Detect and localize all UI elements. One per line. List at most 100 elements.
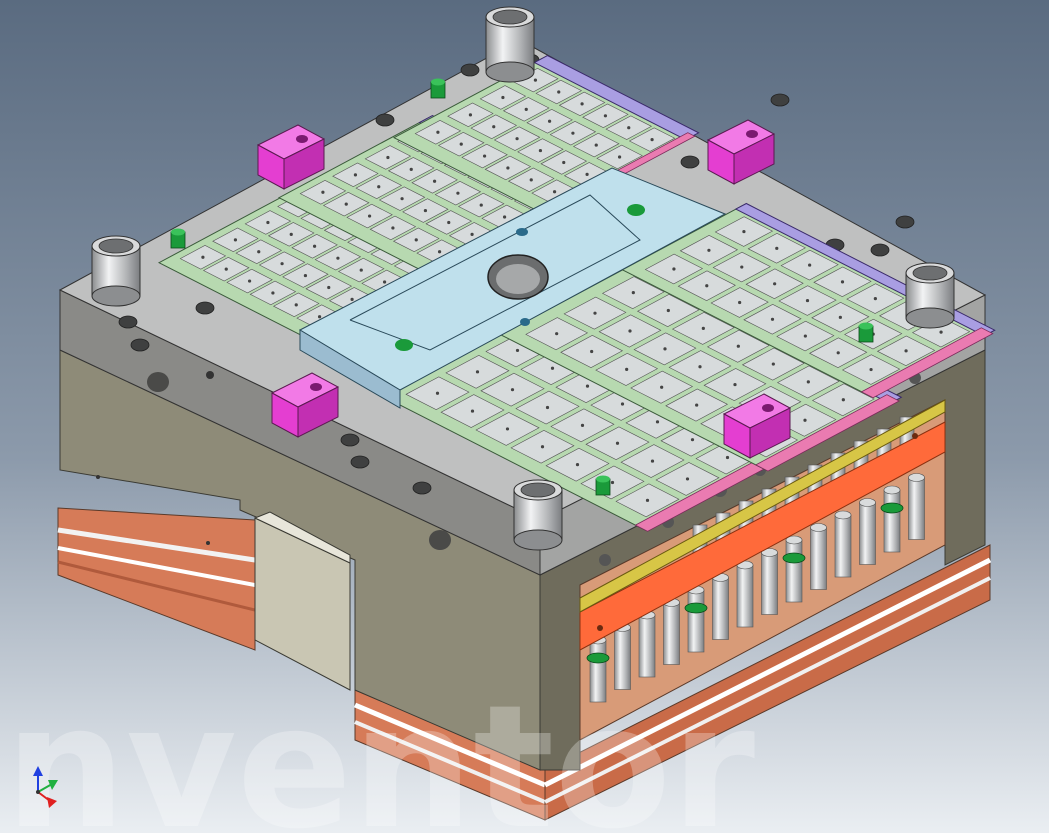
cavity-dot <box>650 459 655 463</box>
cavity-dot <box>840 280 845 284</box>
cavity-dot <box>501 95 505 100</box>
cavity-dot <box>841 398 845 402</box>
locating-pin-top <box>171 228 185 236</box>
cavity-dot <box>492 125 496 129</box>
ejector-rod-top <box>785 535 803 545</box>
clamp-block <box>722 393 792 459</box>
clamp-block <box>256 124 326 190</box>
cavity-dot <box>805 298 810 303</box>
cavity-dot <box>391 226 395 230</box>
cavity-dot <box>224 267 228 271</box>
cavity-dot <box>733 382 737 387</box>
cavity-dot <box>575 463 580 467</box>
cavity-dot <box>533 78 538 82</box>
insert-strip <box>754 394 900 472</box>
cavity-dot <box>436 130 440 134</box>
cavity-dot <box>631 291 635 295</box>
bolt-hole <box>895 215 915 229</box>
locating-pin-top <box>431 78 445 86</box>
cavity-dot <box>367 214 372 218</box>
ejector-rod <box>834 514 852 578</box>
pillar-bore <box>520 482 556 498</box>
ejector-strip-yellow <box>579 399 946 613</box>
bolt-hole <box>375 113 395 127</box>
ejector-rod <box>785 539 803 603</box>
z-axis-arrow-icon <box>33 766 43 776</box>
cavity-dot <box>294 303 298 307</box>
cavity-dot <box>529 178 533 182</box>
ejector-rod-top <box>834 510 852 520</box>
ejector-rod <box>687 589 705 653</box>
cavity-dot <box>447 220 451 225</box>
cavity-dot <box>479 203 483 207</box>
cavity-dot <box>736 344 740 348</box>
bolt-hole <box>118 315 138 329</box>
cavity-dot <box>610 480 615 485</box>
cavity-dot <box>650 137 654 142</box>
guide-pillars[interactable] <box>91 6 955 551</box>
cavity-dot <box>271 291 275 295</box>
ejector-rod-collar <box>586 652 610 664</box>
bolt-hole <box>130 338 150 352</box>
ejector-rod-top <box>810 523 827 532</box>
cavity-dot <box>506 166 510 170</box>
cavity-dot <box>336 256 340 260</box>
ejector-rod-collar <box>684 602 708 614</box>
x-axis-arrow-icon <box>47 797 57 808</box>
ejector-rod <box>663 602 680 665</box>
pillar-base <box>905 307 955 329</box>
runner-plate[interactable] <box>298 167 727 409</box>
cavity-dot <box>470 232 474 236</box>
ejector-rod-collar <box>880 502 904 514</box>
clamp-hole <box>296 135 308 143</box>
cavity-dot <box>617 155 622 159</box>
ejector-rod <box>859 502 876 565</box>
cavity-dot <box>557 90 561 94</box>
cavity-dot <box>510 388 515 392</box>
bolt-hole <box>195 301 215 315</box>
cavity-dot <box>459 142 463 146</box>
cavity-dot <box>593 311 597 315</box>
cavity-dot <box>585 384 590 388</box>
cavity-dot <box>257 250 261 254</box>
bolt-hole <box>770 93 790 107</box>
cavity-dot <box>280 262 284 266</box>
locating-pins <box>170 78 874 496</box>
cavity-dot <box>590 349 594 354</box>
pillar-base <box>513 529 563 551</box>
cavity-dot <box>873 296 877 301</box>
cavity-dot <box>580 423 585 427</box>
cavity-dot <box>303 273 308 278</box>
bolt-hole <box>870 243 890 257</box>
cavity-dot <box>836 351 840 355</box>
cavity-dot <box>414 238 418 242</box>
bolt-hole <box>680 155 700 169</box>
clamps[interactable] <box>256 119 792 459</box>
axis-triad[interactable] <box>33 766 58 808</box>
mold-base-lower[interactable] <box>57 349 992 821</box>
cavity-dot <box>615 441 620 445</box>
clamp-block <box>706 119 776 185</box>
clamp-side <box>749 407 791 459</box>
ejector-rod-top <box>859 498 876 507</box>
cavity-dot <box>312 244 317 248</box>
cavity-dot <box>377 185 381 189</box>
bolt-hole <box>340 433 360 447</box>
cavity-dot <box>233 238 238 242</box>
cavity-dot <box>740 265 744 269</box>
watermark: nventor <box>5 669 755 833</box>
cavity-dot <box>550 366 555 370</box>
cavity-dot <box>625 367 629 371</box>
cavity-dot <box>538 148 543 153</box>
cavity-dot <box>201 255 205 259</box>
pillar-bore <box>912 265 948 281</box>
cavity-dot <box>317 315 322 319</box>
cavity-dot <box>409 167 413 171</box>
cavity-dot <box>353 173 358 177</box>
ejector-rod-top <box>761 548 778 557</box>
cavity-dot <box>547 119 552 123</box>
cavity-dot <box>663 347 667 351</box>
cavity-dot <box>482 154 487 158</box>
cavity-dot <box>555 332 559 336</box>
